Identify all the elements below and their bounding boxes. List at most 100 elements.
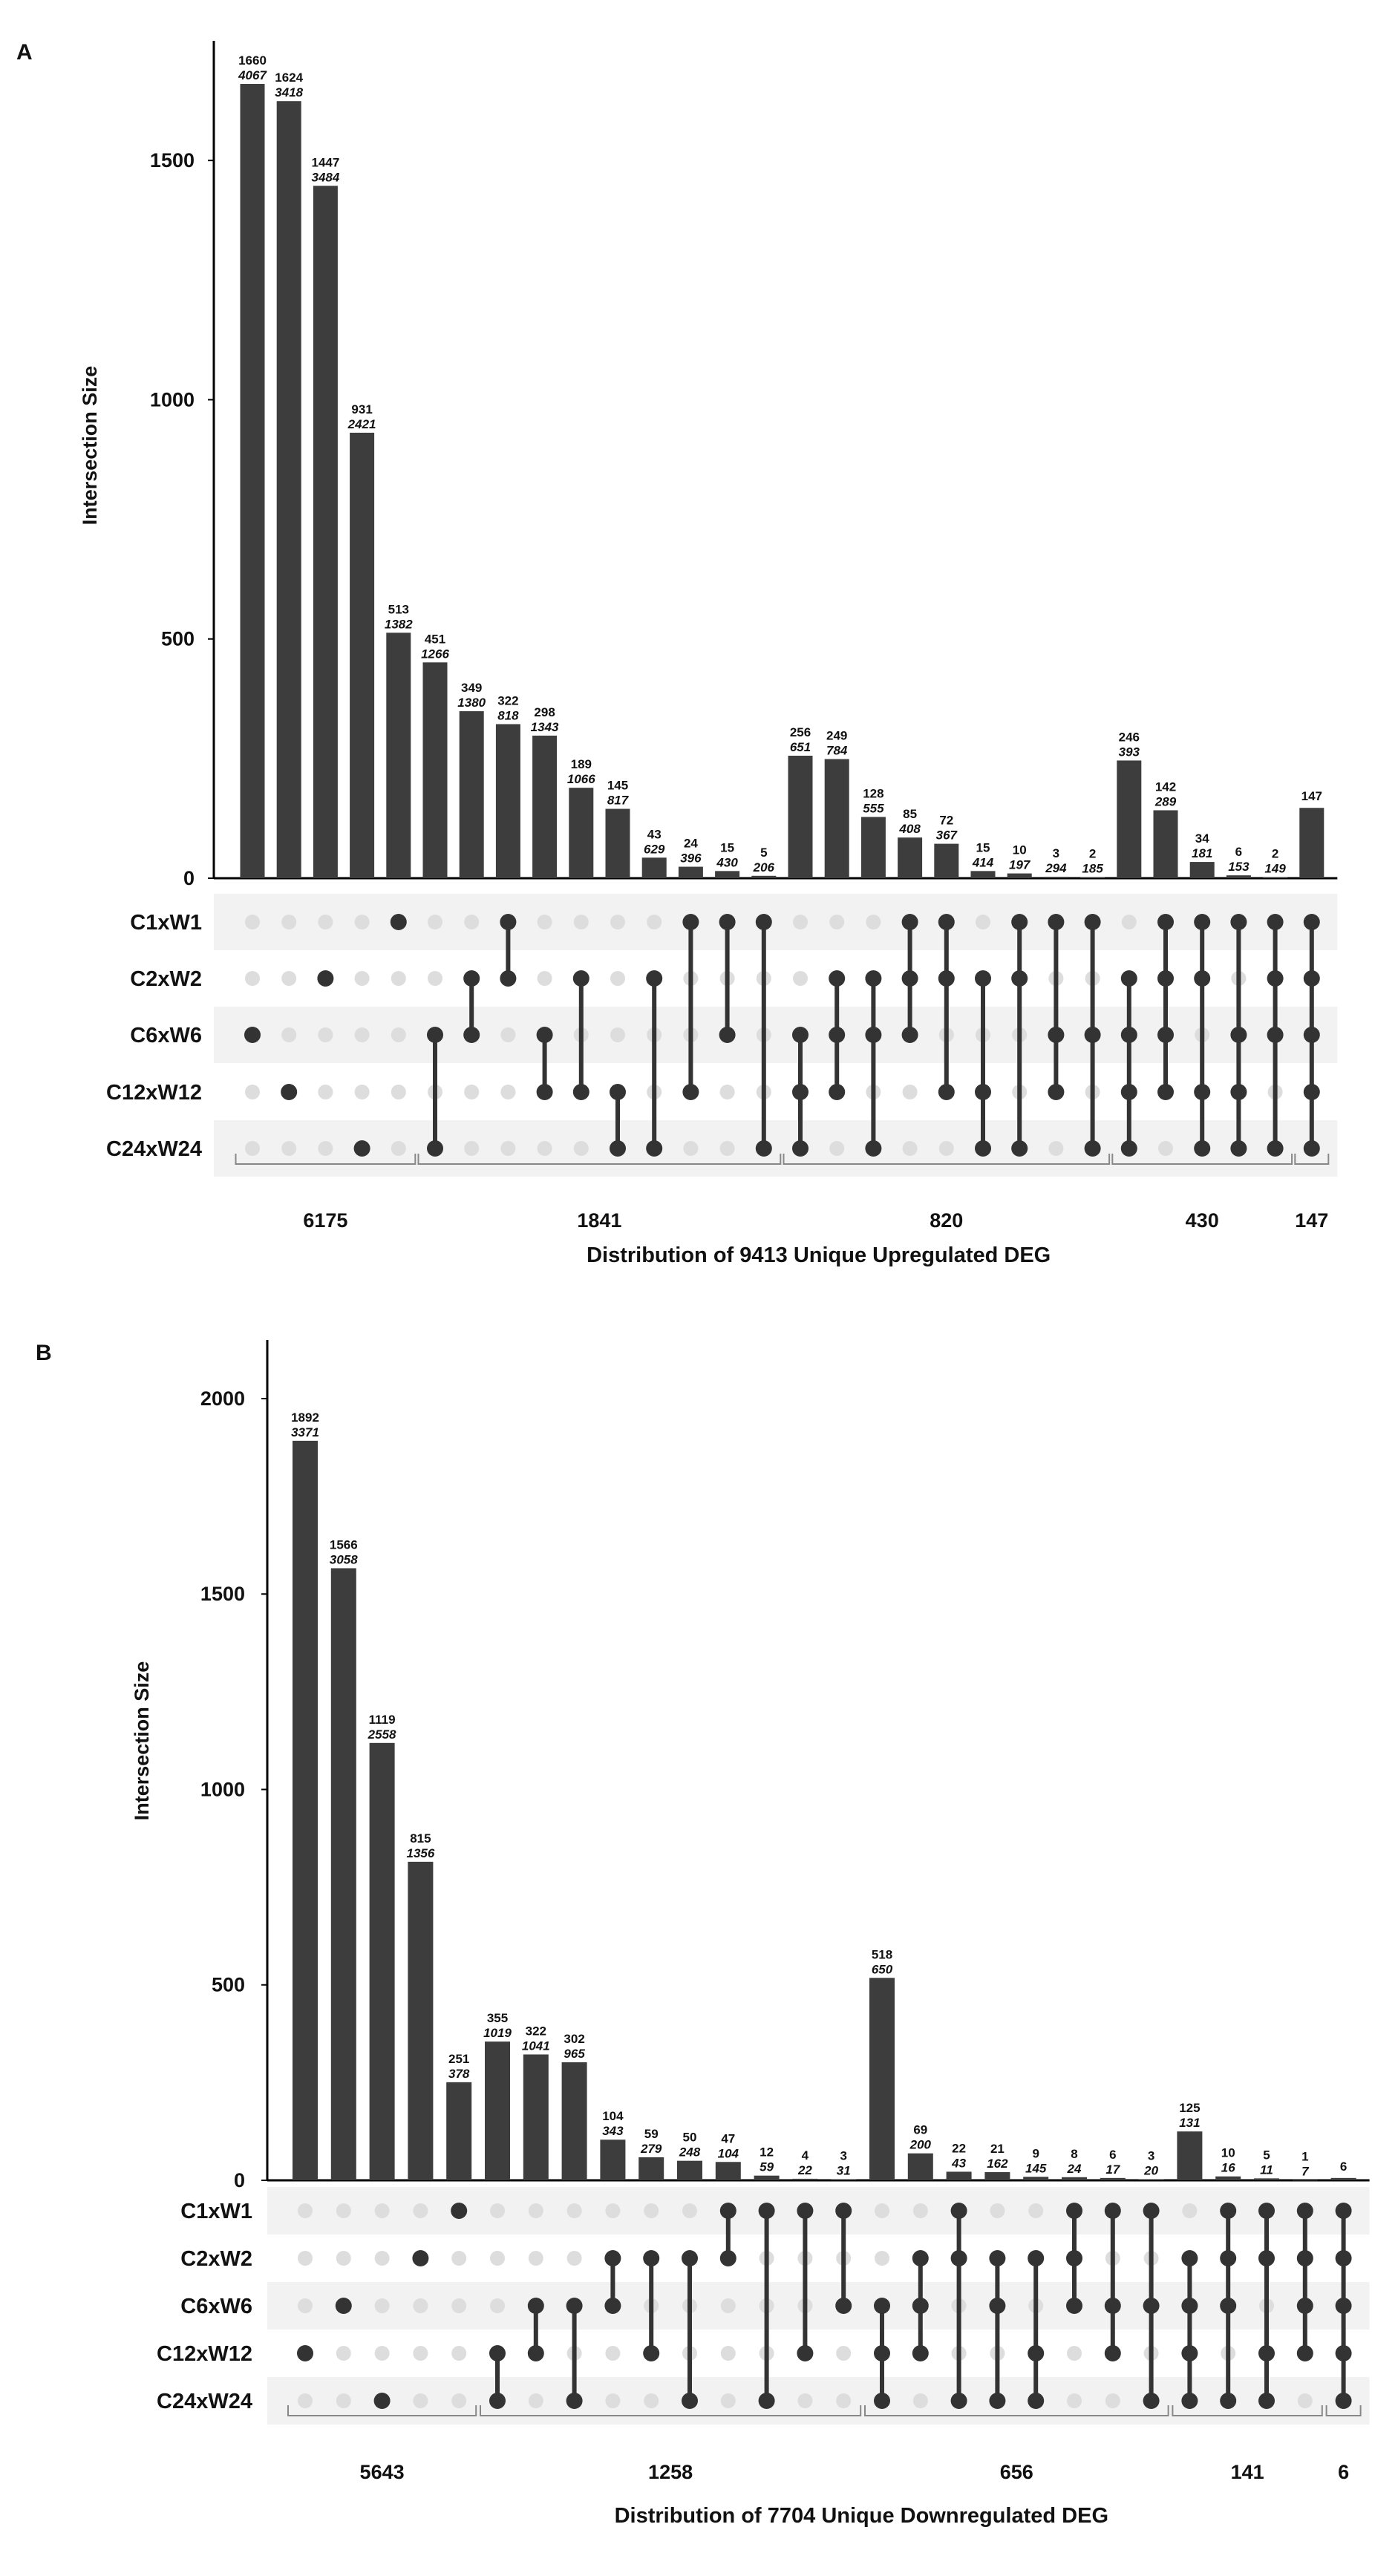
intersection-bar xyxy=(495,724,520,878)
matrix-dot-inactive xyxy=(1158,1141,1173,1156)
matrix-dot-inactive xyxy=(797,2393,813,2408)
bar-total-label: 3058 xyxy=(330,1552,358,1566)
matrix-dot-active xyxy=(1194,1140,1211,1157)
matrix-dot-active xyxy=(682,914,699,930)
matrix-dot-active xyxy=(1157,1027,1174,1043)
matrix-dot-active xyxy=(1143,2298,1160,2314)
matrix-dot-active xyxy=(317,970,334,987)
matrix-dot-active xyxy=(874,2393,890,2409)
matrix-dot-active xyxy=(1181,2345,1198,2361)
matrix-dot-active xyxy=(500,914,517,930)
matrix-dot-inactive xyxy=(354,1027,370,1042)
matrix-dot-active xyxy=(1303,1140,1320,1157)
matrix-dot-active xyxy=(719,2203,736,2219)
matrix-dot-active xyxy=(1335,2393,1352,2409)
bar-total-label: 16 xyxy=(1221,2161,1235,2175)
matrix-dot-inactive xyxy=(374,2298,390,2313)
intersection-bar xyxy=(678,866,703,878)
bar-value-label: 34 xyxy=(1195,831,1209,846)
matrix-dot-active xyxy=(566,2298,583,2314)
bar-value-label: 22 xyxy=(952,2141,966,2155)
matrix-dot-active xyxy=(1303,970,1320,987)
set-label: C2xW2 xyxy=(130,967,202,991)
matrix-dot-inactive xyxy=(354,971,370,986)
matrix-dot-active xyxy=(500,970,517,987)
matrix-dot-active xyxy=(610,1084,626,1100)
matrix-dot-active xyxy=(604,2298,621,2314)
bar-value-label: 43 xyxy=(647,827,662,841)
matrix-dot-active xyxy=(989,2250,1006,2266)
group-bracket xyxy=(417,1154,782,1165)
group-bracket xyxy=(864,2405,1169,2416)
matrix-dot-active xyxy=(1028,2345,1045,2361)
group-total-label: 141 xyxy=(1231,2461,1264,2483)
matrix-dot-active xyxy=(1230,914,1247,930)
intersection-bar xyxy=(1007,873,1032,878)
matrix-dot-inactive xyxy=(298,2393,313,2408)
bar-value-label: 3 xyxy=(1053,846,1059,860)
intersection-bar xyxy=(677,2160,702,2180)
matrix-dot-inactive xyxy=(336,2251,351,2266)
matrix-dot-inactive xyxy=(413,2298,428,2313)
bar-value-label: 1624 xyxy=(275,71,303,85)
matrix-dot-active xyxy=(975,1084,991,1100)
x-axis-title: Distribution of 7704 Unique Downregulate… xyxy=(615,2504,1108,2528)
set-label: C6xW6 xyxy=(130,1024,202,1047)
bar-total-label: 185 xyxy=(1082,862,1103,876)
intersection-bar xyxy=(1299,808,1324,878)
intersection-bar xyxy=(600,2139,626,2180)
matrix-dot-active xyxy=(1157,1084,1174,1100)
intersection-bar xyxy=(330,1568,356,2180)
matrix-dot-active xyxy=(912,2250,929,2266)
matrix-dot-active xyxy=(527,2298,544,2314)
matrix-dot-inactive xyxy=(298,2203,313,2218)
matrix-dot-active xyxy=(1220,2203,1237,2219)
intersection-bar xyxy=(1117,760,1142,878)
matrix-dot-inactive xyxy=(1121,915,1137,929)
intersection-bar xyxy=(1080,877,1105,878)
intersection-bar xyxy=(970,871,996,878)
matrix-dot-inactive xyxy=(912,2393,928,2408)
bar-total-label: 248 xyxy=(679,2145,701,2160)
matrix-dot-active xyxy=(1048,1027,1065,1043)
matrix-dot-active xyxy=(989,2393,1006,2409)
matrix-dot-active xyxy=(938,1084,955,1100)
bar-value-label: 3 xyxy=(840,2148,846,2163)
matrix-dot-active xyxy=(1296,2345,1313,2361)
matrix-dot-inactive xyxy=(1028,2203,1044,2218)
matrix-dot-active xyxy=(865,1027,882,1043)
matrix-dot-active xyxy=(1120,1027,1137,1043)
intersection-bar xyxy=(715,2162,741,2180)
matrix-dot-active xyxy=(281,1084,298,1100)
intersection-bar xyxy=(408,1861,434,2180)
set-label: C12xW12 xyxy=(157,2342,252,2366)
set-label: C12xW12 xyxy=(106,1081,202,1105)
matrix-dot-active xyxy=(901,914,918,930)
set-label: C24xW24 xyxy=(157,2390,252,2413)
matrix-dot-inactive xyxy=(976,915,990,929)
bar-total-label: 650 xyxy=(872,1962,893,1976)
bar-value-label: 125 xyxy=(1179,2101,1200,2115)
matrix-dot-active xyxy=(1230,1084,1247,1100)
intersection-bar xyxy=(754,2175,780,2180)
matrix-dot-active xyxy=(244,1027,261,1043)
matrix-dot-inactive xyxy=(1297,2393,1313,2408)
matrix-dot-active xyxy=(912,2298,929,2314)
matrix-dot-active xyxy=(643,2345,660,2361)
intersection-bar xyxy=(523,2054,549,2180)
matrix-dot-inactive xyxy=(1105,2393,1120,2408)
matrix-dot-inactive xyxy=(610,915,625,929)
bar-value-label: 302 xyxy=(564,2032,584,2046)
matrix-dot-inactive xyxy=(829,1141,845,1156)
matrix-dot-inactive xyxy=(464,1085,480,1099)
bar-total-label: 279 xyxy=(640,2142,662,2156)
bar-total-label: 104 xyxy=(718,2146,739,2160)
matrix-dot-active xyxy=(719,2250,736,2266)
bar-total-label: 1066 xyxy=(567,772,595,786)
matrix-dot-active xyxy=(1296,2250,1313,2266)
matrix-dot-active xyxy=(792,1027,809,1043)
matrix-dot-inactive xyxy=(354,915,370,929)
bar-value-label: 85 xyxy=(903,807,917,821)
